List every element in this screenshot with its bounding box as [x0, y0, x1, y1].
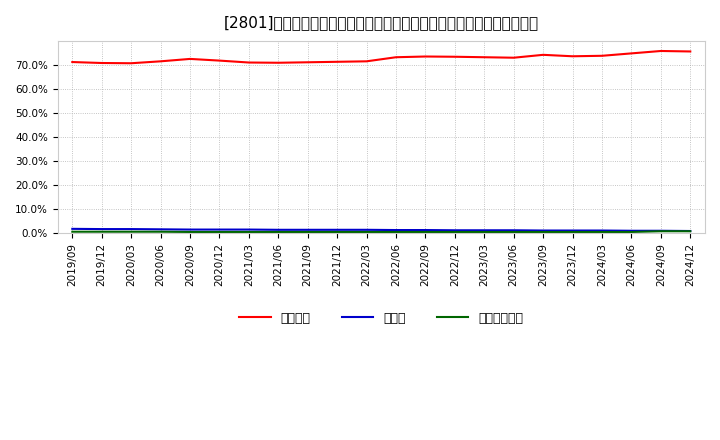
のれん — [215, 227, 224, 232]
繰延税金資産 — [362, 229, 371, 235]
自己資本 — [686, 49, 695, 54]
Title: [2801]　自己資本、のれん、繰延税金資産の総資産に対する比率の推移: [2801] 自己資本、のれん、繰延税金資産の総資産に対する比率の推移 — [224, 15, 539, 30]
のれん — [97, 227, 106, 232]
のれん — [186, 227, 194, 232]
繰延税金資産 — [245, 229, 253, 235]
自己資本 — [421, 54, 430, 59]
自己資本 — [539, 52, 547, 58]
繰延税金資産 — [186, 229, 194, 235]
のれん — [333, 227, 341, 232]
自己資本 — [97, 60, 106, 66]
自己資本 — [274, 60, 283, 66]
繰延税金資産 — [68, 229, 76, 235]
自己資本 — [657, 48, 665, 54]
繰延税金資産 — [303, 229, 312, 235]
のれん — [127, 227, 135, 232]
自己資本 — [568, 54, 577, 59]
自己資本 — [127, 61, 135, 66]
Line: 自己資本: 自己資本 — [72, 51, 690, 63]
自己資本 — [598, 53, 606, 59]
のれん — [627, 228, 636, 233]
のれん — [539, 228, 547, 233]
のれん — [303, 227, 312, 232]
繰延税金資産 — [451, 229, 459, 235]
のれん — [392, 227, 400, 233]
自己資本 — [480, 55, 489, 60]
自己資本 — [186, 56, 194, 62]
Line: 繰延税金資産: 繰延税金資産 — [72, 231, 690, 232]
繰延税金資産 — [392, 229, 400, 235]
自己資本 — [68, 59, 76, 65]
自己資本 — [392, 55, 400, 60]
繰延税金資産 — [127, 229, 135, 235]
繰延税金資産 — [421, 229, 430, 235]
繰延税金資産 — [274, 229, 283, 235]
繰延税金資産 — [539, 229, 547, 235]
繰延税金資産 — [510, 229, 518, 235]
繰延税金資産 — [686, 229, 695, 234]
のれん — [480, 227, 489, 233]
のれん — [274, 227, 283, 232]
自己資本 — [156, 59, 165, 64]
Legend: 自己資本, のれん, 繰延税金資産: 自己資本, のれん, 繰延税金資産 — [235, 307, 528, 330]
自己資本 — [215, 58, 224, 63]
のれん — [245, 227, 253, 232]
自己資本 — [362, 59, 371, 64]
Line: のれん: のれん — [72, 229, 690, 231]
繰延税金資産 — [598, 229, 606, 235]
自己資本 — [510, 55, 518, 60]
のれん — [68, 226, 76, 231]
のれん — [362, 227, 371, 232]
自己資本 — [303, 60, 312, 65]
繰延税金資産 — [657, 229, 665, 234]
繰延税金資産 — [627, 229, 636, 235]
自己資本 — [333, 59, 341, 64]
のれん — [598, 228, 606, 233]
のれん — [451, 227, 459, 233]
のれん — [657, 228, 665, 233]
繰延税金資産 — [333, 229, 341, 235]
繰延税金資産 — [156, 229, 165, 235]
のれん — [686, 228, 695, 234]
のれん — [421, 227, 430, 233]
のれん — [568, 228, 577, 233]
のれん — [156, 227, 165, 232]
繰延税金資産 — [480, 229, 489, 235]
自己資本 — [627, 51, 636, 56]
繰延税金資産 — [97, 229, 106, 235]
繰延税金資産 — [215, 229, 224, 235]
繰延税金資産 — [568, 229, 577, 235]
自己資本 — [245, 60, 253, 65]
のれん — [510, 227, 518, 233]
自己資本 — [451, 54, 459, 59]
